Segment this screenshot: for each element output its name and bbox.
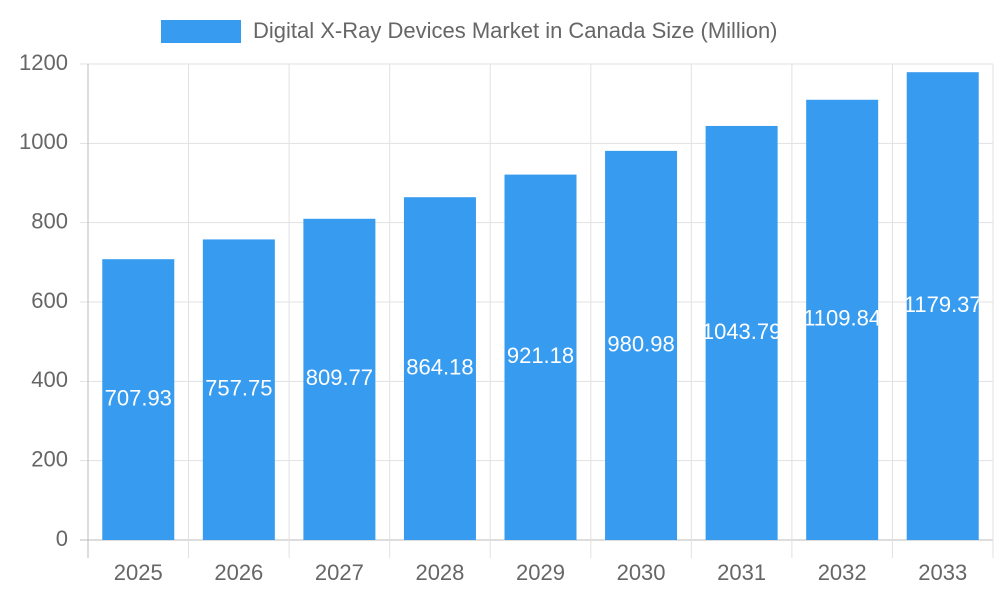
bar	[504, 174, 577, 540]
bar	[705, 125, 778, 540]
value-label: 1109.84	[803, 306, 881, 331]
bar	[806, 99, 879, 541]
y-tick-label: 800	[31, 208, 68, 233]
value-label: 1043.79	[702, 319, 782, 344]
x-tick-label: 2029	[516, 560, 565, 585]
legend-label: Digital X-Ray Devices Market in Canada S…	[253, 18, 778, 43]
bar	[403, 197, 476, 540]
value-label: 864.18	[406, 354, 473, 379]
y-tick-label: 600	[31, 288, 68, 313]
x-tick-label: 2032	[818, 560, 867, 585]
value-label: 809.77	[306, 365, 373, 390]
y-tick-label: 400	[31, 367, 68, 392]
x-tick-label: 2026	[214, 560, 263, 585]
y-tick-label: 200	[31, 446, 68, 471]
bar	[605, 150, 678, 540]
value-label: 1179.37	[904, 292, 982, 317]
y-tick-label: 0	[56, 526, 68, 551]
legend-swatch	[161, 20, 241, 43]
value-label: 707.93	[105, 385, 172, 410]
x-tick-label: 2033	[918, 560, 967, 585]
x-tick-label: 2027	[315, 560, 364, 585]
value-label: 980.98	[607, 331, 674, 356]
x-tick-label: 2025	[114, 560, 163, 585]
x-tick-label: 2028	[415, 560, 464, 585]
bar	[906, 72, 979, 541]
bar	[303, 218, 376, 540]
bar	[102, 259, 175, 540]
y-tick-label: 1200	[19, 50, 68, 75]
y-tick-label: 1000	[19, 129, 68, 154]
value-label: 757.75	[205, 376, 272, 401]
value-label: 921.18	[507, 343, 574, 368]
bar	[202, 239, 275, 540]
x-tick-label: 2030	[617, 560, 666, 585]
x-tick-label: 2031	[717, 560, 766, 585]
